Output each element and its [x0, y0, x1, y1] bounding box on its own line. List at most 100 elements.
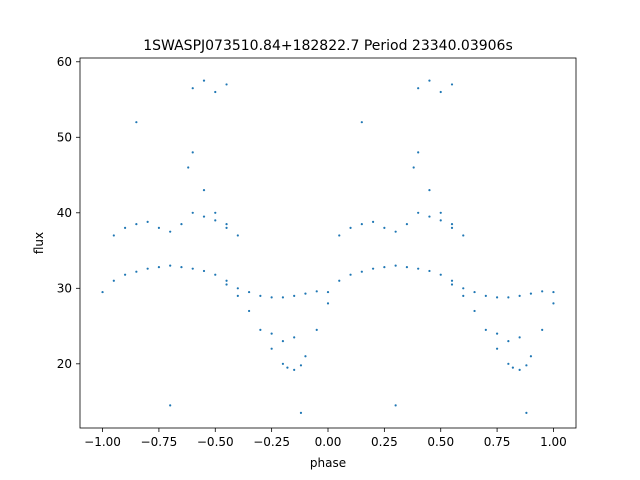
- data-point: [214, 219, 217, 222]
- x-tick-label: 0.00: [315, 435, 342, 449]
- data-point: [225, 223, 228, 226]
- x-tick-label: −0.50: [197, 435, 234, 449]
- data-point: [191, 87, 194, 90]
- data-point: [405, 266, 409, 269]
- data-point: [247, 309, 251, 313]
- data-point: [405, 223, 409, 226]
- data-point: [541, 290, 544, 293]
- data-point: [450, 83, 454, 86]
- data-point: [315, 328, 318, 331]
- data-point: [417, 87, 420, 90]
- data-point: [225, 283, 228, 286]
- data-point: [507, 296, 510, 299]
- data-point: [462, 294, 465, 297]
- data-point: [112, 279, 115, 282]
- data-point: [236, 294, 239, 297]
- x-tick-label: −0.75: [141, 435, 178, 449]
- data-point: [169, 404, 172, 407]
- data-point: [299, 364, 303, 367]
- data-point: [360, 121, 363, 124]
- data-point: [507, 340, 510, 343]
- data-point: [450, 283, 454, 286]
- data-point: [259, 294, 262, 297]
- data-point: [450, 279, 454, 282]
- data-point: [225, 226, 228, 229]
- data-point: [304, 355, 307, 358]
- data-point: [169, 264, 172, 267]
- data-point: [191, 151, 194, 154]
- data-point: [326, 290, 330, 294]
- data-point: [225, 83, 228, 86]
- data-point: [383, 226, 386, 229]
- data-point: [439, 211, 442, 214]
- y-tick-label: 40: [57, 206, 72, 220]
- data-point: [412, 166, 415, 169]
- data-point: [338, 279, 341, 282]
- y-tick-label: 30: [57, 281, 72, 295]
- data-point: [462, 234, 465, 237]
- data-point: [123, 273, 127, 276]
- data-point: [417, 267, 420, 270]
- data-point: [529, 355, 533, 358]
- data-point: [360, 223, 363, 226]
- data-point: [484, 328, 487, 331]
- data-point: [191, 211, 194, 214]
- x-tick-label: 0.25: [371, 435, 398, 449]
- data-point: [135, 121, 138, 124]
- data-point: [180, 266, 183, 269]
- data-point: [270, 332, 273, 335]
- data-point: [428, 79, 431, 82]
- data-point: [518, 368, 521, 371]
- data-point: [259, 328, 262, 331]
- chart-title: 1SWASPJ073510.84+182822.7 Period 23340.0…: [143, 38, 513, 54]
- data-point: [214, 211, 217, 214]
- data-point: [394, 264, 397, 267]
- x-tick-label: −0.25: [253, 435, 290, 449]
- data-point: [428, 189, 431, 192]
- data-point: [338, 234, 341, 237]
- x-tick-label: −1.00: [84, 435, 121, 449]
- data-point: [495, 347, 499, 350]
- data-point: [439, 219, 442, 222]
- data-point: [450, 223, 454, 226]
- data-point: [552, 290, 555, 294]
- data-point: [484, 294, 487, 297]
- data-point: [349, 226, 352, 229]
- data-point: [511, 366, 514, 369]
- data-point: [157, 266, 161, 269]
- data-point: [293, 368, 296, 371]
- data-point: [439, 273, 442, 276]
- data-point: [286, 366, 289, 369]
- data-point: [214, 273, 217, 276]
- data-point: [281, 296, 285, 299]
- x-tick-label: 0.75: [484, 435, 511, 449]
- data-point: [169, 230, 172, 233]
- data-point: [293, 336, 296, 339]
- y-tick-label: 60: [57, 55, 72, 69]
- x-axis-ticks: −1.00 −0.75 −0.50 −0.25 0.00 0.25 0.50 0.75 1.00: [84, 428, 567, 449]
- data-point: [552, 302, 555, 305]
- data-point: [225, 279, 228, 282]
- data-point: [495, 296, 499, 299]
- data-point: [135, 270, 138, 273]
- plot-frame: [79, 57, 577, 429]
- data-point: [247, 290, 251, 294]
- data-point: [439, 90, 442, 94]
- data-point: [202, 189, 206, 192]
- data-point: [462, 287, 465, 290]
- data-point: [101, 290, 104, 294]
- data-point: [371, 220, 375, 223]
- data-point: [157, 226, 161, 229]
- data-point: [394, 230, 397, 233]
- y-tick-label: 50: [57, 130, 72, 144]
- data-point: [541, 328, 544, 331]
- data-point: [236, 234, 239, 237]
- x-tick-label: 1.00: [540, 435, 567, 449]
- data-point: [281, 340, 285, 343]
- data-point: [394, 404, 397, 407]
- data-point: [518, 336, 521, 339]
- data-point: [326, 302, 330, 305]
- data-point: [202, 269, 206, 273]
